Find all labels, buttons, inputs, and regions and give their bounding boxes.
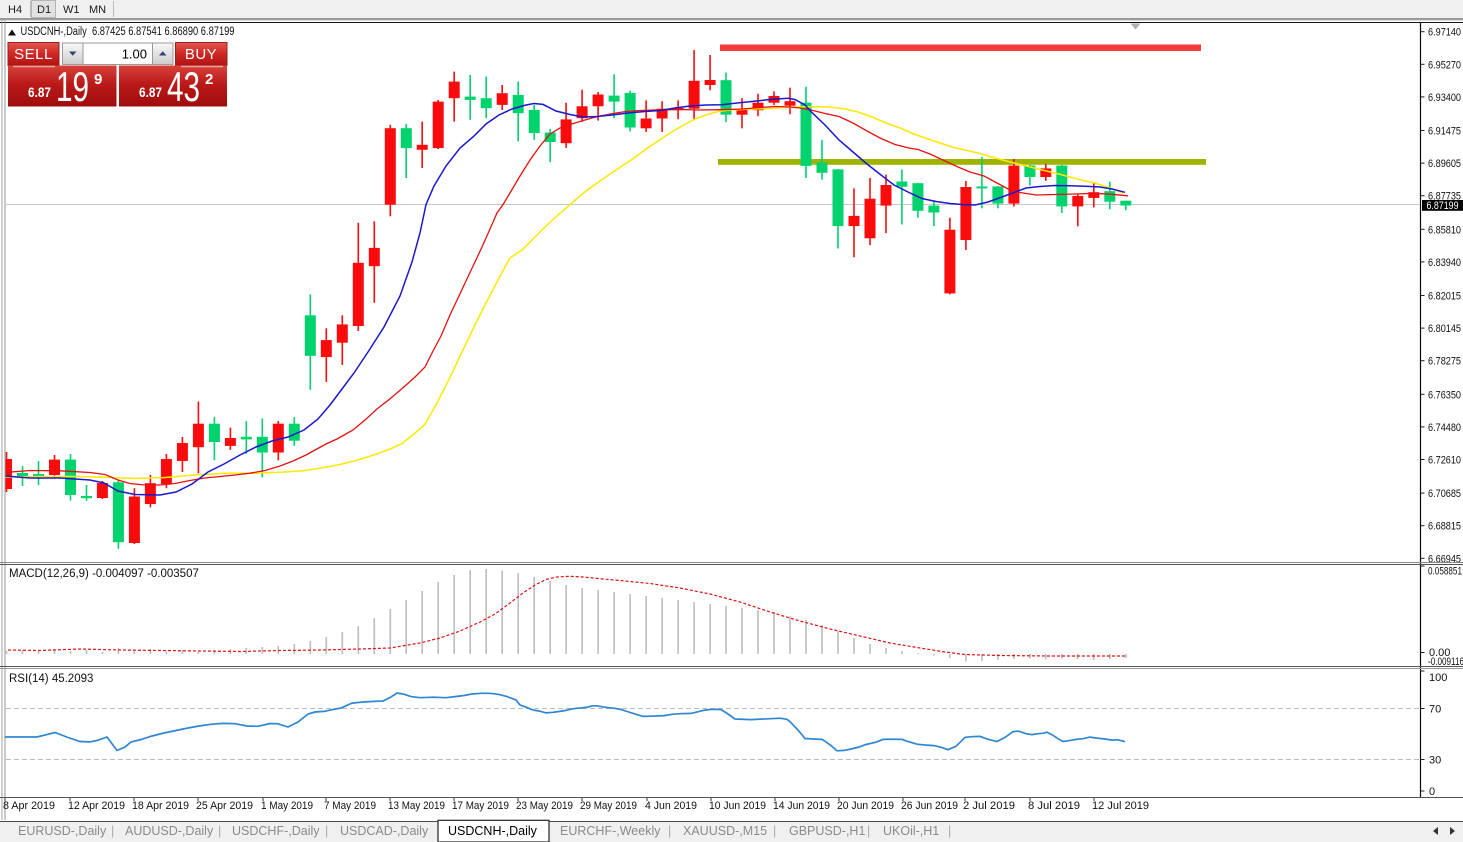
svg-text:6.78275: 6.78275: [1428, 356, 1461, 368]
svg-text:6.72610: 6.72610: [1428, 455, 1461, 467]
svg-text:6.68815: 6.68815: [1428, 521, 1461, 533]
svg-text:12 Apr 2019: 12 Apr 2019: [68, 800, 125, 812]
svg-text:8 Jul 2019: 8 Jul 2019: [1028, 800, 1080, 812]
svg-text:29 May 2019: 29 May 2019: [580, 800, 637, 812]
svg-text:43: 43: [167, 63, 200, 110]
svg-text:1.00: 1.00: [122, 47, 147, 62]
svg-text:USDCNH-,Daily: USDCNH-,Daily: [448, 824, 538, 838]
svg-text:9: 9: [94, 71, 102, 88]
svg-text:2: 2: [205, 71, 213, 88]
svg-text:6.87: 6.87: [28, 85, 51, 100]
svg-text:6.82015: 6.82015: [1428, 291, 1461, 303]
svg-text:25 Apr 2019: 25 Apr 2019: [196, 800, 253, 812]
svg-text:12 Jul 2019: 12 Jul 2019: [1092, 800, 1149, 812]
svg-text:4 Jun 2019: 4 Jun 2019: [645, 800, 697, 812]
svg-text:2 Jul 2019: 2 Jul 2019: [963, 800, 1015, 812]
svg-text:AUDUSD-,Daily: AUDUSD-,Daily: [125, 824, 214, 838]
svg-text:10 Jun 2019: 10 Jun 2019: [709, 800, 766, 812]
svg-text:H4: H4: [8, 4, 22, 16]
svg-text:6.87: 6.87: [139, 85, 162, 100]
svg-text:|: |: [948, 824, 951, 838]
svg-text:6.83940: 6.83940: [1428, 257, 1461, 269]
svg-text:6.87199: 6.87199: [1427, 200, 1459, 212]
svg-text:BUY: BUY: [185, 46, 217, 63]
svg-text:13 May 2019: 13 May 2019: [388, 800, 445, 812]
svg-text:6.89605: 6.89605: [1428, 158, 1461, 170]
svg-text:|: |: [218, 824, 221, 838]
svg-text:19: 19: [56, 63, 89, 110]
svg-text:EURCHF-,Weekly: EURCHF-,Weekly: [560, 824, 661, 838]
svg-text:1 May 2019: 1 May 2019: [261, 800, 313, 812]
svg-text:6.85810: 6.85810: [1428, 224, 1461, 236]
svg-text:14 Jun 2019: 14 Jun 2019: [773, 800, 830, 812]
svg-text:0.058851: 0.058851: [1428, 566, 1462, 578]
svg-text:23 May 2019: 23 May 2019: [516, 800, 573, 812]
svg-text:-0.009116: -0.009116: [1428, 656, 1463, 668]
svg-text:D1: D1: [37, 4, 51, 16]
svg-text:|: |: [867, 824, 870, 838]
svg-text:GBPUSD-,H1: GBPUSD-,H1: [789, 824, 865, 838]
svg-text:30: 30: [1429, 755, 1441, 767]
svg-text:6.70685: 6.70685: [1428, 488, 1461, 500]
svg-text:|: |: [773, 824, 776, 838]
svg-text:6.76350: 6.76350: [1428, 389, 1461, 401]
svg-text:RSI(14) 45.2093: RSI(14) 45.2093: [9, 673, 93, 685]
svg-text:7 May 2019: 7 May 2019: [324, 800, 376, 812]
svg-text:UKOil-,H1: UKOil-,H1: [883, 824, 939, 838]
svg-text:6.93400: 6.93400: [1428, 92, 1461, 104]
svg-text:26 Jun 2019: 26 Jun 2019: [901, 800, 958, 812]
svg-text:20 Jun 2019: 20 Jun 2019: [837, 800, 894, 812]
svg-text:6.74480: 6.74480: [1428, 422, 1461, 434]
svg-text:USDCHF-,Daily: USDCHF-,Daily: [232, 824, 320, 838]
svg-text:18 Apr 2019: 18 Apr 2019: [132, 800, 189, 812]
svg-text:USDCNH-,Daily 6.87425 6.87541: USDCNH-,Daily 6.87425 6.87541 6.86890 6.…: [21, 26, 235, 38]
svg-text:MN: MN: [89, 4, 106, 16]
svg-text:6.80145: 6.80145: [1428, 323, 1461, 335]
svg-text:MACD(12,26,9) -0.004097 -0.003: MACD(12,26,9) -0.004097 -0.003507: [9, 568, 199, 580]
svg-text:8 Apr 2019: 8 Apr 2019: [3, 800, 55, 812]
svg-text:USDCAD-,Daily: USDCAD-,Daily: [340, 824, 429, 838]
svg-text:100: 100: [1429, 672, 1447, 684]
svg-text:0: 0: [1429, 786, 1435, 798]
svg-text:6.97140: 6.97140: [1428, 27, 1461, 39]
svg-text:EURUSD-,Daily: EURUSD-,Daily: [18, 824, 107, 838]
svg-text:6.66945: 6.66945: [1428, 553, 1461, 565]
svg-text:|: |: [111, 824, 114, 838]
svg-text:6.91475: 6.91475: [1428, 126, 1461, 138]
svg-text:|: |: [325, 824, 328, 838]
svg-text:17 May 2019: 17 May 2019: [452, 800, 509, 812]
svg-text:XAUUSD-,M15: XAUUSD-,M15: [683, 824, 767, 838]
svg-text:70: 70: [1429, 704, 1441, 716]
svg-text:6.87735: 6.87735: [1428, 191, 1461, 203]
svg-text:|: |: [668, 824, 671, 838]
svg-text:0.00: 0.00: [1429, 647, 1450, 659]
svg-text:W1: W1: [63, 4, 80, 16]
svg-text:6.95270: 6.95270: [1428, 59, 1461, 71]
svg-text:SELL: SELL: [14, 46, 53, 63]
